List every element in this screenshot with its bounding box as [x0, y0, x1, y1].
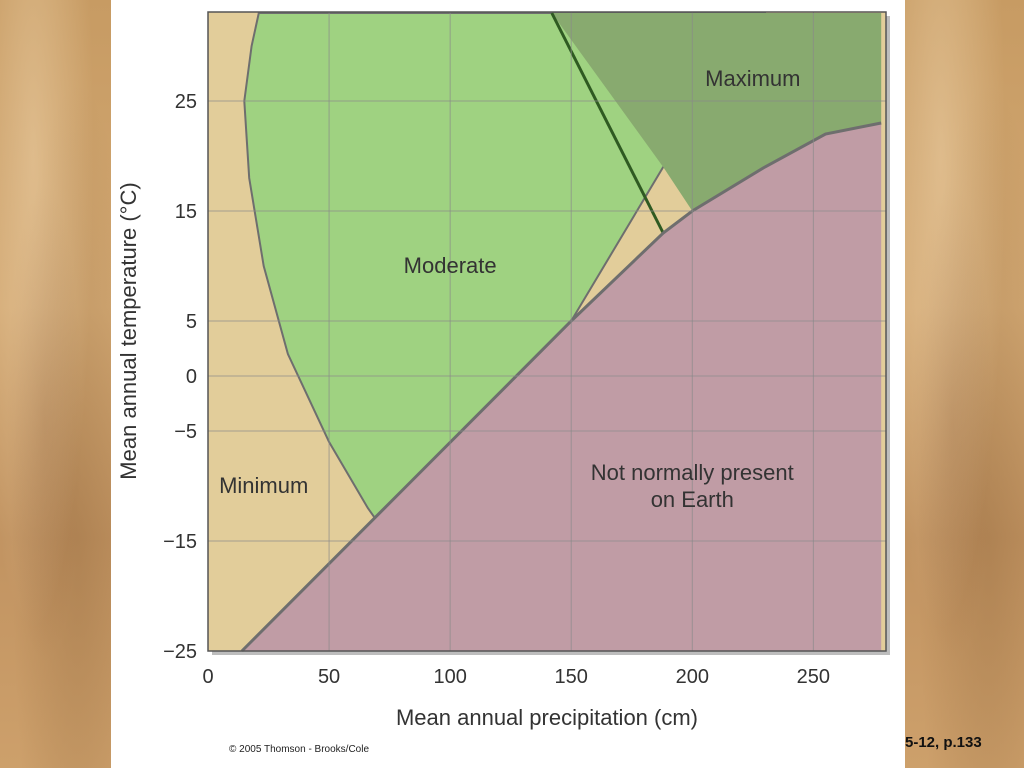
region-label: Moderate	[404, 253, 497, 278]
y-tick-label: −5	[174, 421, 197, 443]
region-label: on Earth	[651, 487, 734, 512]
maximum-boundary-line	[550, 12, 665, 234]
background-texture-left	[0, 0, 111, 768]
y-tick-label: −25	[163, 641, 197, 663]
x-tick-label: 0	[202, 666, 213, 688]
x-tick-label: 150	[555, 666, 588, 688]
y-tick-label: 15	[175, 201, 197, 223]
x-tick-label: 100	[433, 666, 466, 688]
region-label: Minimum	[219, 473, 308, 498]
figure-reference: 5-12, p.133	[905, 734, 982, 751]
copyright-note: © 2005 Thomson - Brooks/Cole	[229, 744, 370, 755]
y-tick-label: 5	[186, 311, 197, 333]
plot-frame	[207, 11, 887, 652]
lower-boundary-line	[240, 121, 882, 653]
region-label: Not normally present	[591, 460, 794, 485]
region-not-present	[241, 123, 882, 651]
region-maximum	[551, 13, 882, 211]
y-tick-label: −15	[163, 531, 197, 553]
y-tick-label: 25	[175, 91, 197, 113]
x-tick-label: 200	[676, 666, 709, 688]
y-axis-label: Mean annual temperature (°C)	[116, 182, 141, 479]
background-texture-right	[905, 0, 1024, 768]
y-tick-label: 0	[186, 366, 197, 388]
biome-chart: 0 50 100 150 200 250 −25 −15 −5 0 5 15 25 Mean annual…	[116, 11, 890, 730]
x-tick-label: 250	[797, 666, 830, 688]
x-axis-label: Mean annual precipitation (cm)	[396, 705, 698, 730]
x-tick-label: 50	[318, 666, 340, 688]
slide-panel: 0 50 100 150 200 250 −25 −15 −5 0 5 15 25 Mean annual…	[111, 0, 905, 768]
region-label: Maximum	[705, 66, 800, 91]
